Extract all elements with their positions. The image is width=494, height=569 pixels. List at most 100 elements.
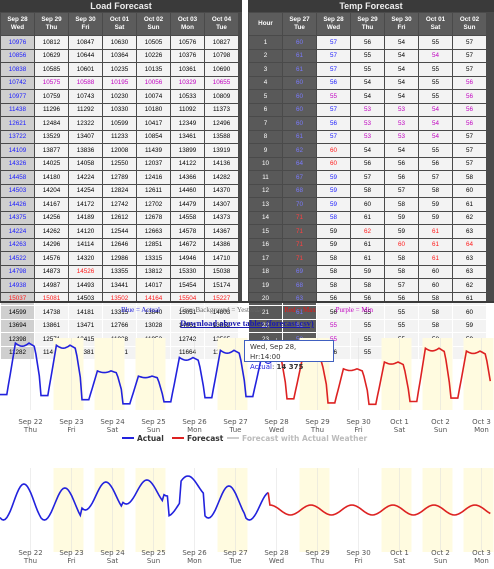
load-cell: 10599 [103,117,136,130]
temp-cell: 58 [385,252,418,265]
temp-cell: 58 [419,292,452,305]
temp-cell: 59 [419,211,452,224]
temp-cell: 56 [317,76,350,89]
temp-forecast-panel: Temp Forecast Hour Sep 27 Tue Sep 28 Wed Sep … [248,0,494,359]
x-tick-weekday: Fri [354,557,362,565]
temp-cell: 54 [419,49,452,62]
load-row: 10742 10575 10588 10195 10056 10329 10655 [1,76,238,89]
temp-cell: 61 [283,63,316,76]
chart-tooltip: Wed, Sep 28, Hr:14:00 Actual: 14 375 [244,340,334,371]
temp-row: 11 67 59 57 56 57 58 [249,171,486,184]
load-cell: 12496 [205,117,238,130]
load-cell: 12646 [103,238,136,251]
tooltip-value: Actual: 14 375 [250,363,304,371]
temp-cell: 55 [351,346,384,359]
load-cell: 14578 [171,225,204,238]
day-band [135,468,166,552]
load-cell: 12742 [103,198,136,211]
load-cell: 13502 [103,292,136,305]
load-cell: 14367 [205,225,238,238]
load-cell: 14025 [35,157,68,170]
temp-cell: 53 [385,117,418,130]
load-col-header: Sep 28 Wed [1,13,34,35]
temp-cell: 58 [385,198,418,211]
temp-row: 20 63 56 56 56 58 61 [249,292,486,305]
temp-row: 4 60 56 54 54 55 56 [249,76,486,89]
load-cell: 11439 [137,144,170,157]
load-cell: 10742 [1,76,34,89]
load-cell: 11296 [35,103,68,116]
load-cell: 10329 [171,76,204,89]
temp-col-header: Oct 02 Sun [453,13,486,35]
load-cell: 13852 [205,319,238,332]
load-cell: 14109 [1,144,34,157]
day-band [381,338,412,410]
load-col-header: Sep 30 Fri [69,13,102,35]
temp-cell: 61 [419,225,452,238]
x-tick-weekday: Mon [187,557,202,565]
x-tick-weekday: Tue [229,557,242,565]
temp-cell: 60 [317,157,350,170]
temp-col-header: Sep 30 Fri [385,13,418,35]
x-tick-weekday: Thu [310,557,324,565]
hour-cell: 18 [249,265,282,278]
hour-cell: 2 [249,49,282,62]
load-row: 14522 14576 14320 12986 13315 14946 14710 [1,252,238,265]
load-cell: 10809 [205,90,238,103]
temp-cell: 56 [317,306,350,319]
load-cell: 11092 [171,103,204,116]
load-cell: 14204 [35,184,68,197]
load-cell: 13028 [137,319,170,332]
load-forecast-panel: Load Forecast Sep 28 Wed Sep 29 Thu Sep 30 Fr… [0,0,242,359]
x-tick-weekday: Fri [67,557,75,565]
actual-series [0,341,269,405]
temp-cell: 59 [317,225,350,238]
load-cell: 10847 [69,36,102,49]
temp-row: 2 61 57 55 54 54 57 [249,49,486,62]
load-cell: 12612 [103,211,136,224]
temp-cell: 61 [419,238,452,251]
x-tick-date: Sep 29 [305,549,329,557]
temp-col-header: Sep 29 Thu [351,13,384,35]
x-tick-date: Sep 25 [141,418,165,426]
legend-forecast_weather: Forecast with Actual Weather [242,434,368,443]
load-cell: 10827 [205,36,238,49]
load-cell: 10361 [171,63,204,76]
hour-cell: 17 [249,252,282,265]
temp-cell: 54 [385,76,418,89]
load-cell: 10230 [103,90,136,103]
temp-cell: 53 [385,130,418,143]
load-cell: 10588 [69,76,102,89]
temp-row: 6 60 57 53 53 54 56 [249,103,486,116]
temp-cell: 54 [419,103,452,116]
load-row: 14426 14167 14172 12742 12702 14479 14307 [1,198,238,211]
day-band [53,468,84,552]
temp-cell: 57 [317,63,350,76]
hour-cell: 13 [249,198,282,211]
temp-cell: 57 [453,36,486,49]
load-cell: 14558 [171,211,204,224]
temp-cell: 55 [419,63,452,76]
x-tick-date: Oct 1 [390,549,409,557]
x-tick-weekday: Sat [394,426,406,434]
temp-cell: 53 [351,103,384,116]
load-cell: 14017 [137,279,170,292]
load-row: 13694 13861 13471 12766 13028 14061 13852 [1,319,238,332]
temp-row: 18 69 58 59 58 60 63 [249,265,486,278]
load-row: 14109 13877 13836 12008 11439 13899 13919 [1,144,238,157]
day-band [94,468,125,552]
load-cell: 14710 [205,252,238,265]
load-cell: 14373 [205,211,238,224]
temp-cell: 58 [419,319,452,332]
load-cell: 14426 [1,198,34,211]
load-cell: 15051 [171,306,204,319]
x-tick-date: Sep 23 [59,549,83,557]
x-tick-date: Sep 29 [305,418,329,426]
temp-cell: 62 [351,225,384,238]
download-csv-link[interactable]: Download above tables (forecast.csv) [180,318,314,328]
temp-cell: 63 [453,265,486,278]
temp-cell: 56 [385,157,418,170]
x-tick-weekday: Tue [229,426,242,434]
